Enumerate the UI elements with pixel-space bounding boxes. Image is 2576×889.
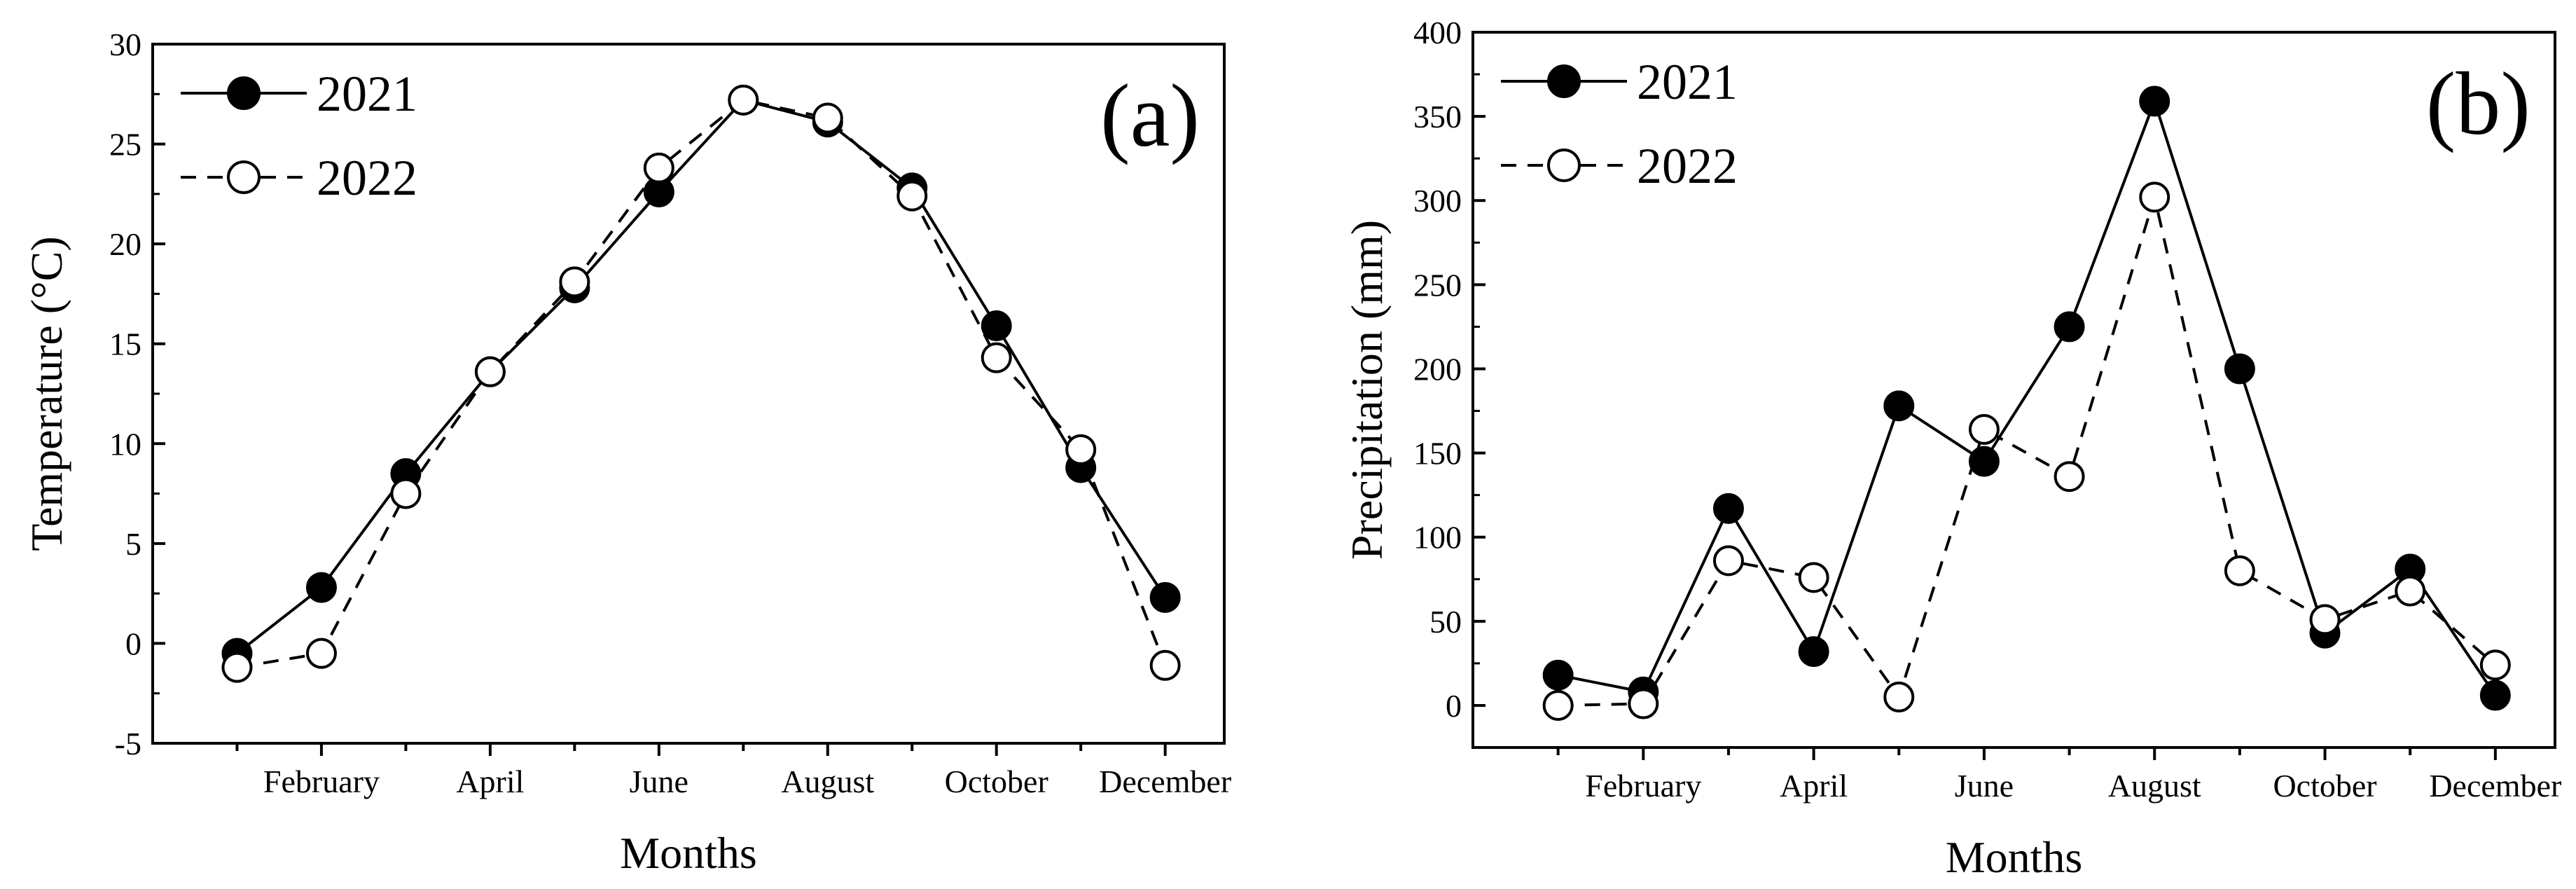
data-point-2022 xyxy=(1149,649,1181,681)
x-axis-label: Months xyxy=(1946,832,2083,882)
y-tick-label: -5 xyxy=(115,726,141,761)
x-axis-label: Months xyxy=(620,828,757,878)
plot-frame xyxy=(1471,31,2556,749)
data-point-2022 xyxy=(1542,689,1574,721)
y-axis-label: Precipitation (mm) xyxy=(1342,220,1392,560)
data-point-2022 xyxy=(1883,681,1915,712)
data-point-2021 xyxy=(1968,446,2000,477)
y-tick-label: 100 xyxy=(1413,520,1462,556)
x-tick-label: February xyxy=(263,764,380,799)
data-point-2021 xyxy=(1712,492,1744,524)
data-point-2021 xyxy=(2139,85,2170,117)
x-tick-label: April xyxy=(1780,768,1848,804)
x-tick-label: June xyxy=(630,764,688,799)
y-tick-label: 5 xyxy=(125,526,141,562)
x-tick-label: October xyxy=(2273,768,2376,804)
legend-marker-2021 xyxy=(1547,64,1581,98)
data-point-2021 xyxy=(1798,636,1829,668)
data-point-2021 xyxy=(305,572,337,603)
y-tick-label: 400 xyxy=(1413,15,1462,50)
x-tick-label: August xyxy=(2108,768,2201,804)
y-tick-label: 0 xyxy=(1446,688,1462,724)
data-point-2022 xyxy=(896,180,928,212)
y-tick-label: 15 xyxy=(109,326,141,362)
legend: 2021 2022 xyxy=(1501,54,1738,194)
y-tick-label: 250 xyxy=(1413,267,1462,303)
x-tick-label: April xyxy=(456,764,524,799)
data-point-2022 xyxy=(2054,461,2085,492)
legend-label: 2021 xyxy=(1637,54,1738,110)
data-point-2022 xyxy=(2139,181,2170,213)
data-point-2022 xyxy=(2309,604,2341,635)
data-point-2022 xyxy=(474,356,506,387)
y-tick-label: 150 xyxy=(1413,436,1462,471)
x-tick-label: October xyxy=(945,764,1048,799)
chart-panel-b: 0 50 100 150 200 250 300 350 400 February April Jun… xyxy=(1342,15,2561,882)
y-tick-label: 30 xyxy=(109,27,141,62)
data-point-2021 xyxy=(2054,311,2085,343)
x-tick-label: August xyxy=(781,764,874,799)
data-point-2022 xyxy=(728,84,759,116)
data-point-2022 xyxy=(305,638,337,669)
y-tick-label: 25 xyxy=(109,127,141,163)
panel-label: (a) xyxy=(1100,66,1200,165)
data-point-2022 xyxy=(643,152,674,184)
x-tick-label: June xyxy=(1955,768,2014,804)
plot-frame xyxy=(151,43,1226,745)
data-point-2021 xyxy=(1149,581,1181,613)
y-tick-label: 300 xyxy=(1413,183,1462,219)
data-point-2022 xyxy=(390,478,422,509)
y-tick-label: 200 xyxy=(1413,351,1462,387)
data-point-2022 xyxy=(1968,413,2000,445)
data-point-2022 xyxy=(559,266,590,298)
x-tick-label: December xyxy=(2429,768,2561,804)
data-point-2022 xyxy=(1798,562,1829,593)
legend-label: 2021 xyxy=(317,66,417,122)
series-2022 xyxy=(221,84,1181,683)
data-point-2022 xyxy=(2224,555,2255,586)
y-tick-label: 10 xyxy=(109,426,141,462)
data-point-2022 xyxy=(1712,545,1744,577)
data-point-2022 xyxy=(981,342,1012,373)
legend-marker-2021 xyxy=(227,76,261,110)
legend-marker-2022 xyxy=(227,160,261,194)
data-point-2022 xyxy=(2479,649,2511,681)
series-line-2022 xyxy=(1558,191,2497,707)
y-axis-label: Temperature (°C) xyxy=(22,236,71,551)
chart-panel-a: -5 0 5 10 15 20 25 30 February April June August Oct… xyxy=(22,27,1231,878)
y-tick-label: 0 xyxy=(125,626,141,661)
y-tick-label: 20 xyxy=(109,226,141,262)
y-tick-label: 50 xyxy=(1429,604,1462,640)
series-2022 xyxy=(1542,181,2511,721)
data-point-2021 xyxy=(1542,659,1574,691)
data-point-2021 xyxy=(981,310,1012,342)
data-point-2021 xyxy=(1883,390,1915,422)
x-tick-label: February xyxy=(1585,768,1701,804)
x-tick-label: December xyxy=(1099,764,1231,799)
legend: 2021 2022 xyxy=(181,66,417,206)
series-line-2022 xyxy=(237,98,1167,669)
data-point-2021 xyxy=(2224,353,2255,385)
data-point-2021 xyxy=(2479,680,2511,711)
legend-label: 2022 xyxy=(1637,138,1738,194)
data-point-2022 xyxy=(221,652,253,683)
panel-label: (b) xyxy=(2426,54,2530,153)
data-point-2022 xyxy=(1065,434,1097,465)
data-point-2022 xyxy=(1628,688,1659,719)
legend-marker-2022 xyxy=(1547,149,1581,182)
legend-label: 2022 xyxy=(317,150,417,206)
data-point-2022 xyxy=(2395,575,2426,607)
data-point-2022 xyxy=(812,102,843,134)
y-tick-label: 350 xyxy=(1413,99,1462,135)
